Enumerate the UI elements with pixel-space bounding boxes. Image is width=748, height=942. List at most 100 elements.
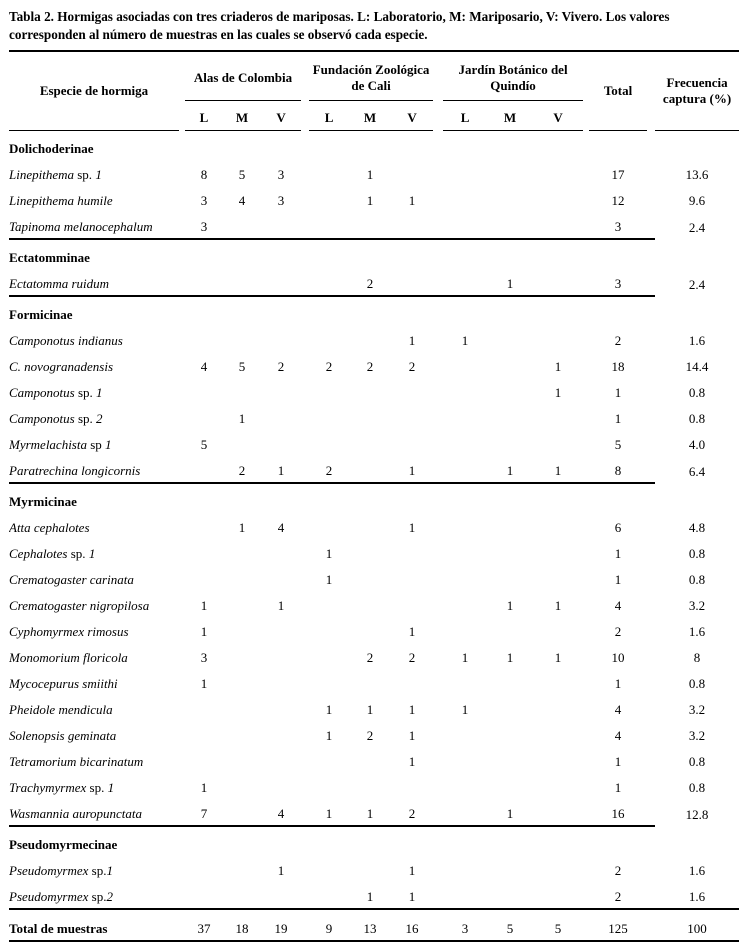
total-cell: 1: [614, 385, 622, 401]
value-cell: [533, 404, 583, 430]
value-cell: [533, 882, 583, 909]
column-gap: [647, 51, 655, 131]
species-name-italic: Pheidole mendicula: [9, 702, 113, 718]
value-cell: [223, 669, 261, 695]
species-name-italic: Camponotus: [9, 411, 75, 427]
species-name-roman: sp.: [74, 167, 96, 183]
column-gap: [301, 51, 309, 131]
value-cell: [185, 747, 223, 773]
column-gap: [301, 882, 309, 909]
subfamily-header: Pseudomyrmecinae: [9, 825, 656, 857]
value-cell: 4: [238, 193, 246, 209]
value-cell: [533, 565, 583, 591]
value-cell: 1: [325, 572, 333, 588]
value-cell: 2: [366, 728, 374, 744]
species-name-italic: Camponotus: [9, 385, 75, 401]
value-cell: [391, 269, 433, 296]
value-cell: [309, 591, 349, 617]
value-cell: [487, 186, 533, 212]
column-gap: [301, 747, 309, 773]
species-name: Pheidole mendicula: [9, 695, 179, 721]
column-gap: [647, 643, 655, 669]
table-row: Paratrechina longicornis 2 1 2 1 1 1 8 6.4: [9, 456, 739, 483]
frequency-cell: 3.2: [688, 598, 706, 614]
subcol-l: L: [309, 100, 350, 132]
value-cell: [223, 591, 261, 617]
column-gap: [301, 160, 309, 186]
value-cell: [443, 747, 487, 773]
table-row: C. novogranadensis 4 5 2 2 2 2 1 18 14.4: [9, 352, 739, 378]
value-cell: [349, 617, 391, 643]
value-cell: 2: [325, 359, 333, 375]
value-cell: [309, 747, 349, 773]
column-gap: [647, 186, 655, 212]
value-cell: [185, 269, 223, 296]
value-cell: [487, 617, 533, 643]
subfamily-header: Ectatomminae: [9, 238, 656, 270]
value-cell: 1: [461, 333, 469, 349]
value-cell: 1: [408, 193, 416, 209]
value-cell: [349, 326, 391, 352]
value-cell: [309, 404, 349, 430]
frequency-cell: 3.2: [688, 728, 706, 744]
value-cell: [349, 591, 391, 617]
species-name-italic: Tetramorium bicarinatum: [9, 754, 144, 770]
column-gap: [433, 591, 443, 617]
total-cell: 3: [614, 276, 622, 292]
value-cell: [185, 856, 223, 882]
value-cell: [185, 513, 223, 539]
value-cell: [309, 882, 349, 909]
species-name-roman: sp.: [74, 411, 97, 427]
value-cell: [349, 513, 391, 539]
table-row: Monomorium floricola 3 2 2 1 1 1 10 8: [9, 643, 739, 669]
table-row: Linepithema sp. 1 8 5 3 1 17 13.6: [9, 160, 739, 186]
table-row: Pseudomyrmex sp.2 1 1 2 1.6: [9, 882, 739, 909]
value-cell: 18: [223, 908, 261, 942]
frequency-cell: 13.6: [685, 167, 709, 183]
value-cell: 1: [506, 806, 514, 822]
frequency-cell: 1.6: [688, 624, 706, 640]
value-cell: [185, 695, 223, 721]
value-cell: [223, 721, 261, 747]
species-name-italic: Myrmelachista: [9, 437, 87, 453]
value-cell: [533, 212, 583, 239]
value-cell: [349, 212, 391, 239]
species-name: Tapinoma melanocephalum: [9, 212, 179, 239]
table-row: Pheidole mendicula 1 1 1 1 4 3.2: [9, 695, 739, 721]
value-cell: [391, 430, 433, 456]
value-cell: 3: [443, 908, 488, 942]
value-cell: [487, 160, 533, 186]
value-cell: [309, 160, 349, 186]
species-name: Trachymyrmex sp. 1: [9, 773, 179, 799]
value-cell: [309, 513, 349, 539]
species-name-roman: sp.: [86, 780, 108, 796]
value-cell: [443, 773, 487, 799]
table-caption: Tabla 2. Hormigas asociadas con tres cri…: [9, 9, 670, 42]
value-cell: 5: [238, 167, 246, 183]
value-cell: 9: [309, 908, 350, 942]
value-cell: [443, 721, 487, 747]
table-row: Camponotus sp. 1 1 1 0.8: [9, 378, 739, 404]
species-name: Solenopsis geminata: [9, 721, 179, 747]
frequency-cell: 14.4: [685, 359, 709, 375]
value-cell: [261, 539, 301, 565]
species-name-italic: Cyphomyrmex rimosus: [9, 624, 129, 640]
column-gap: [647, 747, 655, 773]
value-cell: [223, 882, 261, 909]
value-cell: 1: [366, 702, 374, 718]
column-gap: [433, 747, 443, 773]
value-cell: 1: [461, 702, 469, 718]
value-cell: [443, 591, 487, 617]
column-gap: [433, 695, 443, 721]
column-gap: [301, 721, 309, 747]
column-gap: [301, 908, 310, 942]
value-cell: [487, 882, 533, 909]
column-gap: [433, 908, 444, 942]
value-cell: [443, 269, 487, 296]
column-gap: [647, 799, 655, 826]
total-cell: 4: [614, 598, 622, 614]
value-cell: [223, 539, 261, 565]
value-cell: 1: [200, 624, 208, 640]
value-cell: [261, 326, 301, 352]
value-cell: 1: [554, 385, 562, 401]
